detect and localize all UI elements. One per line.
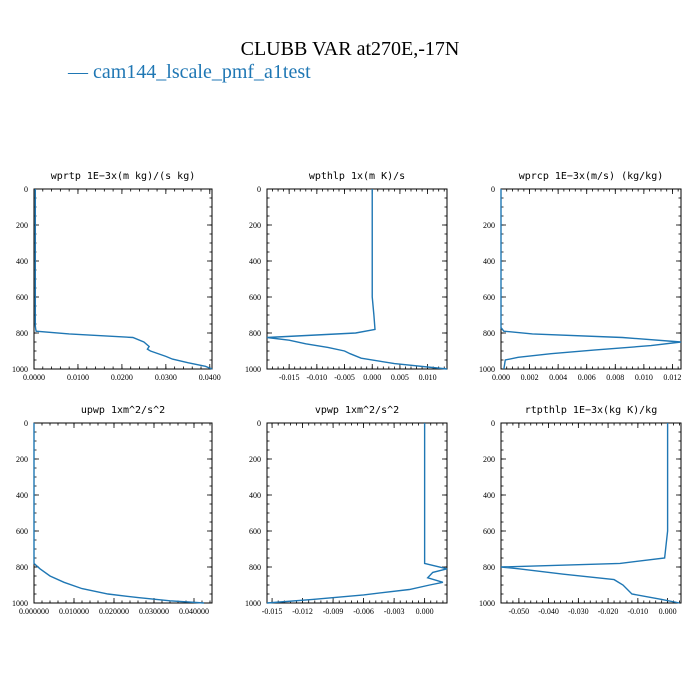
panel-title: upwp 1xm^2/s^2 [81, 405, 165, 416]
y-tick-label: 200 [16, 221, 28, 230]
x-tick-label: 0.010 [635, 373, 653, 382]
x-tick-label: 0.040000 [179, 607, 209, 616]
y-tick-label: 800 [483, 329, 495, 338]
chart-panels: wprtp 1E−3x(m kg)/(s kg) 0 200 400 600 800 100… [12, 171, 682, 616]
y-tick-label: 1000 [245, 365, 261, 374]
y-tick-label: 1000 [12, 599, 28, 608]
panel-title: wpthlp 1x(m K)/s [309, 171, 405, 182]
y-tick-label: 400 [483, 491, 495, 500]
x-tick-label: -0.010 [307, 373, 328, 382]
y-tick-label: 600 [249, 293, 261, 302]
panel-title: rtpthlp 1E−3x(kg K)/kg [525, 405, 657, 416]
x-tick-label: -0.009 [323, 607, 344, 616]
y-tick-label: 200 [249, 455, 261, 464]
panel-4: upwp 1xm^2/s^2 0 200 400 600 800 10000.000000 0… [12, 405, 213, 616]
x-tick-label: 0.0000 [23, 373, 45, 382]
y-tick-label: 1000 [245, 599, 261, 608]
x-tick-label: -0.050 [509, 607, 530, 616]
plot-frame [266, 422, 448, 604]
x-tick-label: -0.006 [353, 607, 374, 616]
x-tick-label: -0.015 [262, 607, 283, 616]
y-tick-label: 400 [249, 491, 261, 500]
panel-title: vpwp 1xm^2/s^2 [315, 405, 399, 416]
x-tick-label: -0.012 [292, 607, 313, 616]
panel-6: rtpthlp 1E−3x(kg K)/kg 0 200 400 600 800 1000 -… [479, 405, 682, 616]
x-tick-label: 0.006 [578, 373, 596, 382]
x-tick-label: 0.0100 [67, 373, 89, 382]
y-tick-label: 1000 [12, 365, 28, 374]
x-tick-label: -0.015 [279, 373, 300, 382]
plot-frame [500, 188, 682, 370]
x-tick-label: 0.002 [521, 373, 539, 382]
y-tick-label: 0 [491, 419, 495, 428]
x-tick-label: 0.030000 [139, 607, 169, 616]
y-tick-label: 400 [16, 491, 28, 500]
x-tick-label: 0.000 [659, 607, 677, 616]
x-tick-label: -0.010 [628, 607, 649, 616]
series-line [34, 189, 213, 370]
series-line [266, 423, 448, 604]
x-tick-label: 0.0300 [155, 373, 177, 382]
series-line [500, 423, 680, 604]
y-tick-label: 800 [16, 329, 28, 338]
x-tick-label: -0.003 [384, 607, 405, 616]
y-tick-label: 1000 [479, 599, 495, 608]
y-tick-label: 200 [249, 221, 261, 230]
plot-frame [33, 188, 213, 370]
panel-5: vpwp 1xm^2/s^2 0 200 400 600 800 1000-0.015 -0.… [245, 405, 448, 616]
series-line [33, 423, 205, 604]
x-tick-label: 0.010 [419, 373, 437, 382]
panel-title: wprcp 1E−3x(m/s) (kg/kg) [519, 171, 664, 182]
y-tick-label: 200 [16, 455, 28, 464]
x-tick-label: 0.010000 [59, 607, 89, 616]
y-tick-label: 1000 [479, 365, 495, 374]
plot-frame [500, 422, 682, 604]
legend-entry: — cam144_lscale_pmf_a1test [67, 61, 311, 83]
x-tick-label: 0.000 [363, 373, 381, 382]
x-tick-label: -0.030 [568, 607, 589, 616]
y-tick-label: 0 [257, 419, 261, 428]
y-tick-label: 0 [24, 185, 28, 194]
x-tick-label: -0.040 [538, 607, 559, 616]
x-tick-label: 0.020000 [99, 607, 129, 616]
y-tick-label: 800 [483, 563, 495, 572]
x-tick-label: 0.000 [416, 607, 434, 616]
x-tick-label: 0.005 [391, 373, 409, 382]
y-tick-label: 0 [24, 419, 28, 428]
x-tick-label: 0.0400 [199, 373, 221, 382]
plot-frame [33, 422, 213, 604]
plot-frame [266, 188, 448, 370]
y-tick-label: 200 [483, 221, 495, 230]
y-tick-label: 800 [249, 329, 261, 338]
y-tick-label: 400 [249, 257, 261, 266]
panel-2: wpthlp 1x(m K)/s02004006008001000-0.015-… [245, 171, 448, 382]
y-tick-label: 600 [483, 527, 495, 536]
x-tick-label: 0.012 [663, 373, 681, 382]
y-tick-label: 600 [483, 293, 495, 302]
y-tick-label: 400 [16, 257, 28, 266]
y-tick-label: 200 [483, 455, 495, 464]
x-tick-label: 0.004 [549, 373, 567, 382]
series-line [500, 189, 682, 370]
y-tick-label: 800 [249, 563, 261, 572]
panel-3: wprcp 1E−3x(m/s) (kg/kg) 0 200 400 600 800 100… [479, 171, 682, 382]
x-tick-label: 0.000 [492, 373, 510, 382]
x-tick-label: 0.000000 [19, 607, 49, 616]
y-tick-label: 600 [16, 293, 28, 302]
x-tick-label: -0.005 [334, 373, 355, 382]
y-tick-label: 0 [491, 185, 495, 194]
x-tick-label: 0.008 [606, 373, 624, 382]
y-tick-label: 400 [483, 257, 495, 266]
y-tick-label: 800 [16, 563, 28, 572]
series-line [266, 189, 448, 370]
panel-title: wprtp 1E−3x(m kg)/(s kg) [51, 171, 196, 182]
y-tick-label: 600 [249, 527, 261, 536]
y-tick-label: 600 [16, 527, 28, 536]
panel-1: wprtp 1E−3x(m kg)/(s kg) 0 200 400 600 800 100… [12, 171, 221, 382]
x-tick-label: -0.020 [598, 607, 619, 616]
x-tick-label: 0.0200 [111, 373, 133, 382]
y-tick-label: 0 [257, 185, 261, 194]
figure-title: CLUBB VAR at270E,-17N [241, 38, 460, 60]
